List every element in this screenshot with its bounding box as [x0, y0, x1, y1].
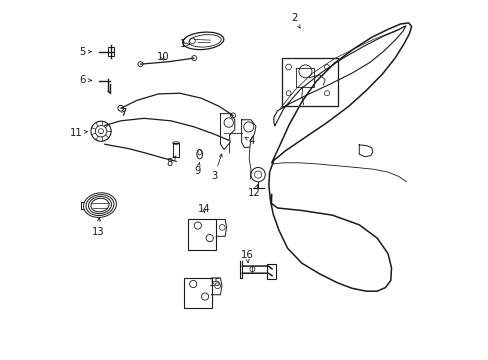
- Text: 11: 11: [69, 128, 88, 138]
- Text: 10: 10: [156, 52, 169, 62]
- Text: 7: 7: [120, 108, 126, 118]
- Text: 8: 8: [166, 156, 176, 168]
- Bar: [188, 219, 216, 249]
- Text: 9: 9: [194, 163, 200, 176]
- Text: 12: 12: [247, 185, 261, 198]
- Text: 15: 15: [208, 278, 221, 288]
- Text: 6: 6: [79, 75, 91, 85]
- Text: 14: 14: [198, 204, 210, 215]
- Text: 1: 1: [179, 40, 189, 49]
- Text: 5: 5: [79, 46, 91, 57]
- Text: 16: 16: [241, 249, 253, 262]
- Bar: [172, 143, 179, 157]
- Bar: [282, 58, 337, 107]
- Text: 2: 2: [290, 13, 300, 28]
- Text: 3: 3: [210, 154, 222, 181]
- Bar: [183, 278, 211, 308]
- Text: 13: 13: [92, 218, 104, 237]
- Bar: [108, 47, 114, 56]
- Bar: [266, 264, 275, 279]
- Text: 4: 4: [244, 136, 254, 146]
